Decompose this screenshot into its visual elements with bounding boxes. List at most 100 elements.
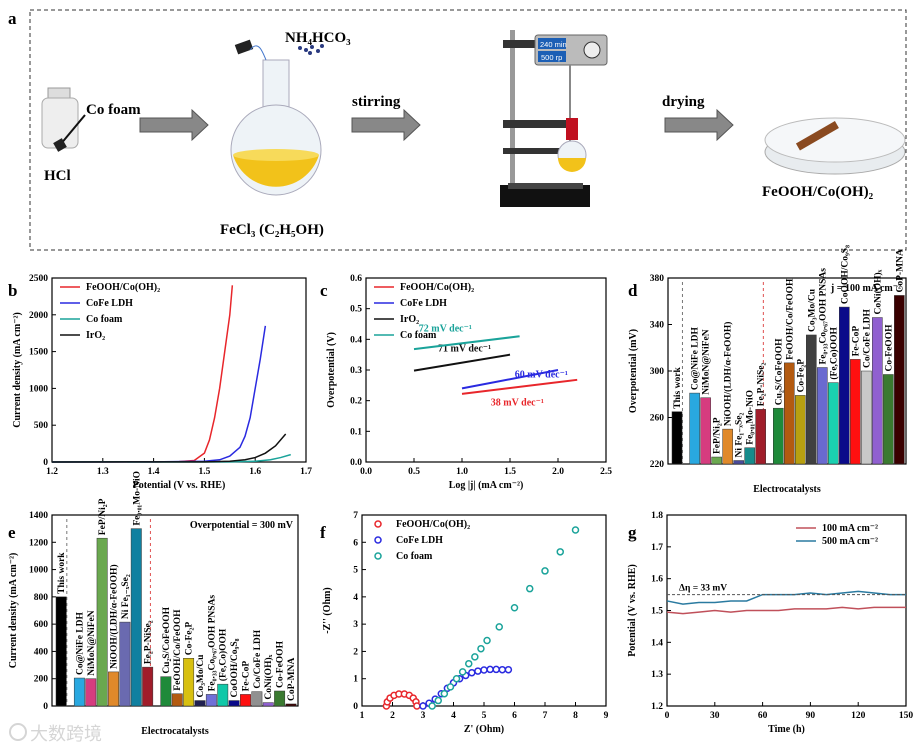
y-tick-label: 3 [353,620,358,630]
y-tick-label: 1.6 [651,575,663,585]
chart-condition-label: j = 100 mA cm⁻² [830,283,901,294]
legend-label: FeOOH/Co(OH)₂ [86,282,160,293]
bar [806,334,817,465]
x-tick-label: 150 [899,711,914,721]
bar-label: Cu₂S/CoFeOOH [162,606,172,673]
series-line [666,590,906,605]
y-tick-label: 5 [353,566,358,576]
x-tick-label: 1.5 [198,467,210,477]
stirring-label: stirring [352,94,401,110]
y-tick-label: 1.2 [651,702,663,712]
bar-label: Co₃Mo/Cu [196,654,206,698]
tafel-slope-label: 71 mV dec⁻¹ [438,344,491,355]
bar-label: FeOOH/Co/FeOOH [173,609,183,691]
watermark-text: 大数跨境 [30,724,102,745]
x-tick-label: 1.3 [97,467,109,477]
y-tick-label: 0.4 [350,335,362,345]
bar [274,690,286,707]
x-tick-label: 6 [512,711,517,721]
data-point [428,702,436,710]
series-line [52,285,234,463]
y-axis-label: Current density (mA cm⁻²) [8,553,19,669]
legend-label: 500 mA cm⁻² [822,536,878,547]
data-point [510,604,519,612]
legend-label: FeOOH/Co(OH)₂ [396,519,470,530]
bar [240,694,251,707]
bar [183,658,195,707]
panel-letter-g: g [628,523,637,542]
legend-label: Co foam [86,314,123,325]
y-tick-label: 0.6 [350,274,362,284]
bar-label: CoNi(OH)ₓ [872,269,883,314]
y-tick-label: 0.1 [350,427,362,437]
x-axis-label: Z' (Ohm) [464,724,504,735]
bar [722,428,733,465]
x-tick-label: 1.6 [249,467,261,477]
data-point [440,689,449,698]
y-tick-label: 400 [34,647,49,657]
legend-label: CoFe LDH [400,298,447,309]
bar-label: NiMoN@NiFeN [702,329,712,394]
bar-label: FeOOH/Co/FeOOH [785,278,795,360]
bar [744,447,755,465]
chart-panel-c: c 0.0 0.1 0.2 0.3 0.4 0.5 0.6 0.0 0.5 1.0 1.5 2.0 2.5… [320,274,612,491]
series-line [461,378,578,395]
bar-label: FeP/Ni₂P [713,417,723,454]
product-label: FeOOH/Co(OH)₂ [762,184,874,200]
bar [96,537,108,707]
bar [262,702,274,707]
y-tick-label: 260 [650,414,665,424]
bar [160,676,172,707]
series-line [666,606,906,615]
bar-label: CoOOH/Co₉S₈ [840,245,850,304]
bar [700,397,711,465]
bar [795,395,806,465]
chart-panel-e: e 0 200 400 600 800 1000 1200 1400 Electrocatalys… [8,471,299,737]
bar [217,683,229,707]
series-line [51,433,287,463]
data-point [541,567,549,575]
bar-label: Ni Fe₁₋ₓSe₂ [735,413,745,458]
watermark: 大数跨境 [9,723,102,745]
bar-label: Co@NiFe LDH [75,611,85,675]
nh4hco3-label: NH₄HCO₃ [285,30,351,46]
y-tick-label: 2500 [29,274,48,284]
legend-label: FeOOH/Co(OH)₂ [400,282,474,293]
y-tick-label: 0.3 [350,366,362,376]
data-point [571,526,580,534]
x-tick-label: 2 [390,711,395,721]
arrow-icon [139,108,209,142]
bar [839,306,850,465]
legend-label: Co foam [400,330,437,341]
panel-a-schematic: a Co foam HCl NH₄HCO₃ FeCl₃ (C₂H₅OH) sti… [8,9,907,251]
bar [671,411,683,465]
bar-label: Co/CoFe LDH [253,629,263,688]
chart-panel-b: b 0 500 1000 1500 2000 2500 1.2 1.3 1.4 1.5 1.6 1.7 P… [8,274,312,491]
tafel-slope-label: 38 mV dec⁻¹ [491,397,544,408]
x-tick-label: 5 [482,711,487,721]
bar-label: Fe₀.₀₁Mo-NiO [132,471,142,526]
legend-label: CoFe LDH [396,535,443,546]
y-axis-label: Overpotential (V) [326,332,337,408]
y-tick-label: 1.3 [651,670,663,680]
data-point [468,668,476,677]
data-point [556,548,564,556]
bar [755,409,766,465]
x-tick-label: 0.0 [360,467,372,477]
bar-label: (Fe,Co)OOH [218,628,229,681]
bar [711,456,722,465]
petri-dish-icon [764,117,906,175]
x-axis-label: Time (h) [768,724,805,735]
bar-label: NiOOH/(LDH/α-FeOOH) [109,564,120,669]
x-tick-label: 1.7 [300,467,312,477]
y-tick-label: 0.0 [350,458,362,468]
y-tick-label: 300 [650,367,665,377]
bar-label: Fe-CoP [241,661,251,692]
y-tick-label: 1400 [29,511,48,521]
panel-letter-d: d [628,281,638,300]
x-tick-label: 1.2 [46,467,58,477]
x-axis-label: Log |j| (mA cm⁻²) [449,480,524,491]
data-point [452,674,461,683]
